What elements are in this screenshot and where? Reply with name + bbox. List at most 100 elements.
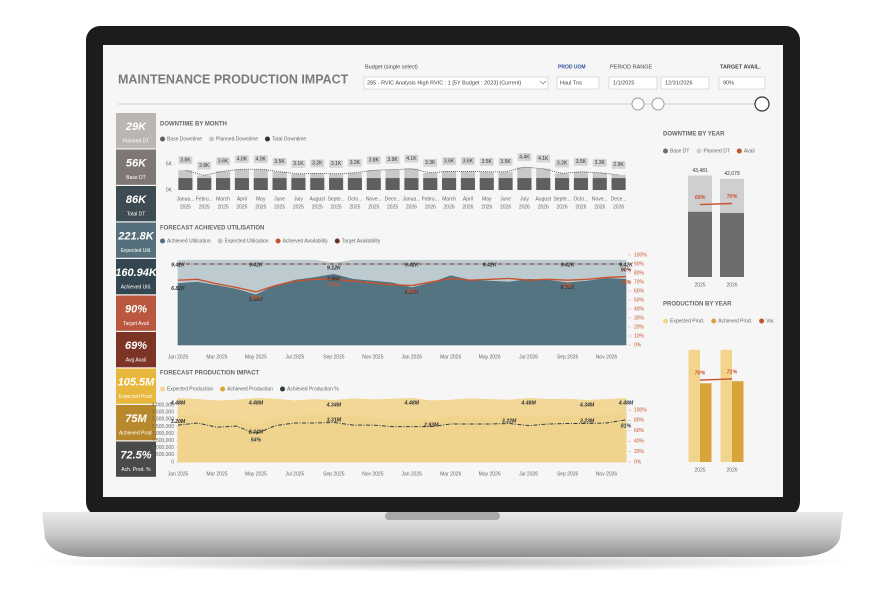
laptop-base bbox=[42, 512, 843, 557]
legend-marker bbox=[264, 136, 270, 142]
x-tick-label: July bbox=[294, 196, 303, 202]
x-tick-label: 2025 bbox=[694, 282, 705, 288]
bar-segment bbox=[197, 178, 212, 190]
x-tick-label: 2026 bbox=[613, 204, 624, 210]
total-label: 3.3K bbox=[350, 160, 361, 166]
total-label: 3.3K bbox=[425, 160, 436, 166]
bar-segment bbox=[688, 211, 712, 277]
data-label: 2.93M bbox=[423, 423, 439, 429]
kpi-value: 105.5M bbox=[118, 376, 156, 388]
x-tick-label: May 2026 bbox=[479, 354, 501, 360]
total-label: 2.8K bbox=[199, 163, 210, 169]
kpi-tile bbox=[116, 149, 156, 185]
legend-label: Expected Utilisation bbox=[225, 238, 269, 244]
budget-dropdown[interactable] bbox=[363, 76, 549, 90]
total-label: 3.1K bbox=[293, 161, 304, 167]
label-badge bbox=[573, 157, 588, 166]
label-badge bbox=[329, 159, 344, 168]
kpi-tile bbox=[116, 441, 156, 477]
label-badge bbox=[310, 159, 325, 168]
label-badge bbox=[592, 158, 607, 167]
line-series bbox=[177, 275, 627, 293]
kpi-value: 90% bbox=[125, 303, 147, 315]
y-tick-label: 0K bbox=[166, 187, 173, 193]
target-input[interactable] bbox=[718, 76, 766, 90]
kpi-tile bbox=[116, 222, 156, 258]
x-tick-label: 2026 bbox=[462, 204, 473, 210]
kpi-tile bbox=[116, 113, 156, 149]
x-tick-label: 2025 bbox=[255, 204, 266, 210]
x-tick-label: May 2026 bbox=[479, 471, 501, 477]
x-tick-label: 2025 bbox=[694, 467, 705, 473]
bar-segment bbox=[216, 178, 231, 190]
data-label: 2.44M bbox=[248, 430, 264, 436]
bar bbox=[732, 381, 744, 462]
kpi-value: 160.94K bbox=[115, 267, 158, 279]
y2-tick-label: 30% bbox=[634, 315, 645, 321]
legend-marker bbox=[663, 318, 668, 324]
data-label: 6.82K bbox=[171, 286, 186, 292]
slider-handle[interactable] bbox=[631, 97, 645, 111]
slider-handle[interactable] bbox=[651, 97, 665, 111]
x-tick-label: August bbox=[309, 196, 325, 202]
uom-dropdown[interactable] bbox=[556, 76, 600, 90]
bar-segment bbox=[197, 175, 212, 179]
legend-marker bbox=[280, 386, 286, 392]
kpi-label: Expected Prod. bbox=[119, 394, 153, 400]
x-tick-label: 2025 bbox=[293, 204, 304, 210]
bar-segment bbox=[329, 173, 344, 179]
bar bbox=[688, 349, 700, 462]
bar-segment bbox=[253, 169, 268, 179]
x-tick-label: 2026 bbox=[575, 204, 586, 210]
x-tick-label: Jan 2025 bbox=[168, 471, 189, 477]
legend-marker bbox=[736, 148, 742, 154]
data-label: 69% bbox=[695, 195, 706, 201]
x-tick-label: June bbox=[274, 196, 285, 202]
y2-tick-label: 20% bbox=[634, 449, 645, 455]
line-series bbox=[699, 202, 733, 206]
bar-segment bbox=[442, 171, 457, 179]
data-label: 59% bbox=[251, 295, 262, 301]
x-tick-label: Sep 2026 bbox=[557, 354, 579, 360]
y-tick-label: 4,000,000 bbox=[152, 402, 174, 408]
label-badge bbox=[272, 157, 287, 166]
slider-handle[interactable] bbox=[754, 96, 770, 112]
total-label: 3.5K bbox=[500, 159, 511, 165]
area-series bbox=[177, 273, 627, 346]
data-label: 3.20M bbox=[171, 419, 186, 425]
x-tick-label: Nov 2026 bbox=[596, 354, 618, 360]
kpi-label: Base DT bbox=[126, 175, 145, 181]
y2-tick-label: 80% bbox=[634, 270, 645, 276]
total-label: 3.5K bbox=[482, 159, 493, 165]
bar-segment bbox=[291, 173, 306, 179]
legend-marker bbox=[711, 318, 717, 324]
x-tick-label: 2025 bbox=[236, 204, 247, 210]
legend-label: Achieved Prod. bbox=[718, 318, 752, 324]
date-input[interactable] bbox=[660, 76, 710, 90]
filter-label: PERIOD RANGE bbox=[610, 64, 653, 70]
data-label: 81% bbox=[621, 423, 632, 429]
legend-label: Achieved Production bbox=[227, 386, 273, 392]
label-badge bbox=[291, 159, 306, 168]
y-tick-label: 3,500,000 bbox=[152, 410, 174, 416]
x-tick-label: Nov 2026 bbox=[596, 471, 618, 477]
x-tick-label: April bbox=[237, 196, 247, 202]
x-tick-label: Sep 2025 bbox=[323, 471, 345, 477]
total-label: 3.8K bbox=[180, 158, 191, 164]
y2-tick-label: 40% bbox=[634, 306, 645, 312]
date-input[interactable] bbox=[608, 76, 658, 90]
bar-segment bbox=[536, 178, 551, 190]
x-tick-label: 2025 bbox=[199, 204, 210, 210]
x-tick-label: 2026 bbox=[444, 204, 455, 210]
legend-label: Expected Production bbox=[167, 386, 213, 392]
bar-segment bbox=[423, 172, 438, 179]
x-tick-label: Mar 2026 bbox=[440, 354, 461, 360]
label-badge bbox=[253, 155, 268, 164]
data-label: 4.48M bbox=[404, 401, 420, 407]
x-tick-label: 2026 bbox=[519, 204, 530, 210]
legend-label: Achieved Availability bbox=[283, 238, 329, 244]
x-tick-label: Septe... bbox=[553, 196, 570, 202]
y2-tick-label: 80% bbox=[634, 418, 645, 424]
